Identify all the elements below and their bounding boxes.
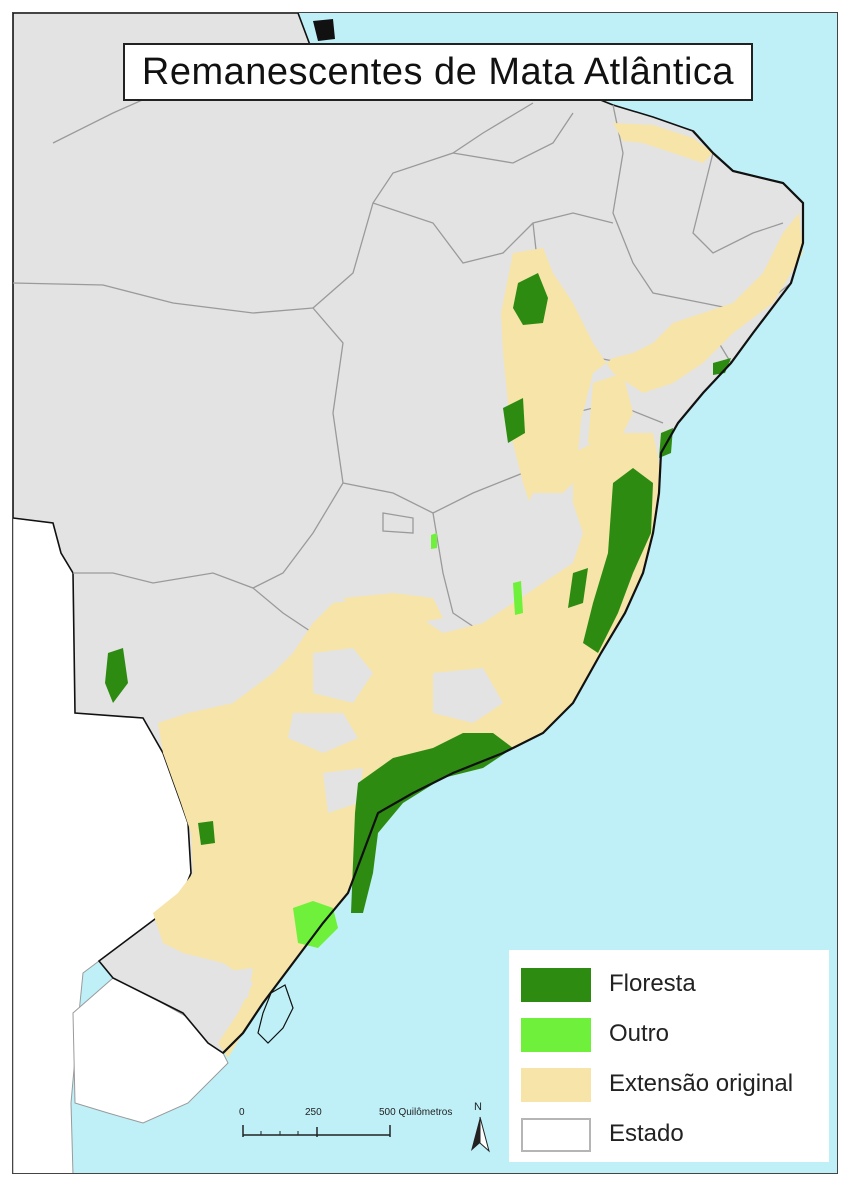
coastline (222, 130, 805, 1054)
scale-bar-graphic (242, 1125, 391, 1137)
extensao-original-patches (343, 123, 713, 625)
legend-swatch-floresta (521, 968, 591, 1002)
legend-swatch-estado (521, 1118, 591, 1152)
legend-swatch-extensao (521, 1068, 591, 1102)
legend-label-floresta: Floresta (609, 970, 696, 997)
map-canvas[interactable] (13, 13, 838, 1174)
outro-patches (293, 533, 523, 948)
lagoon (257, 984, 294, 1044)
legend-label-estado: Estado (609, 1120, 684, 1147)
north-arrow-icon (471, 1116, 490, 1153)
scale-bar: 0 250 500 Quilômetros (225, 1105, 485, 1149)
map-title: Remanescentes de Mata Atlântica (141, 50, 735, 93)
extensao-original-area (501, 213, 803, 513)
north-arrow: N (465, 1101, 495, 1157)
scale-label-0: 0 (239, 1107, 245, 1118)
cleared-areas (213, 493, 573, 998)
scale-label-250: 250 (305, 1107, 322, 1118)
scale-label-500: 500 Quilômetros (379, 1107, 453, 1118)
legend: Floresta Outro Extensão original Estado (509, 950, 829, 1162)
map-title-box: Remanescentes de Mata Atlântica (123, 43, 753, 101)
north-label: N (474, 1101, 482, 1113)
extensao-original-area-south (153, 433, 661, 1058)
legend-item-outro: Outro (521, 1014, 821, 1058)
legend-swatch-outro (521, 1018, 591, 1052)
legend-item-estado: Estado (521, 1114, 821, 1158)
legend-label-outro: Outro (609, 1020, 670, 1047)
legend-item-floresta: Floresta (521, 964, 821, 1008)
legend-label-extensao: Extensão original (609, 1070, 794, 1097)
legend-item-extensao: Extensão original (521, 1064, 821, 1108)
map-frame[interactable]: Remanescentes de Mata Atlântica Floresta… (12, 12, 838, 1174)
